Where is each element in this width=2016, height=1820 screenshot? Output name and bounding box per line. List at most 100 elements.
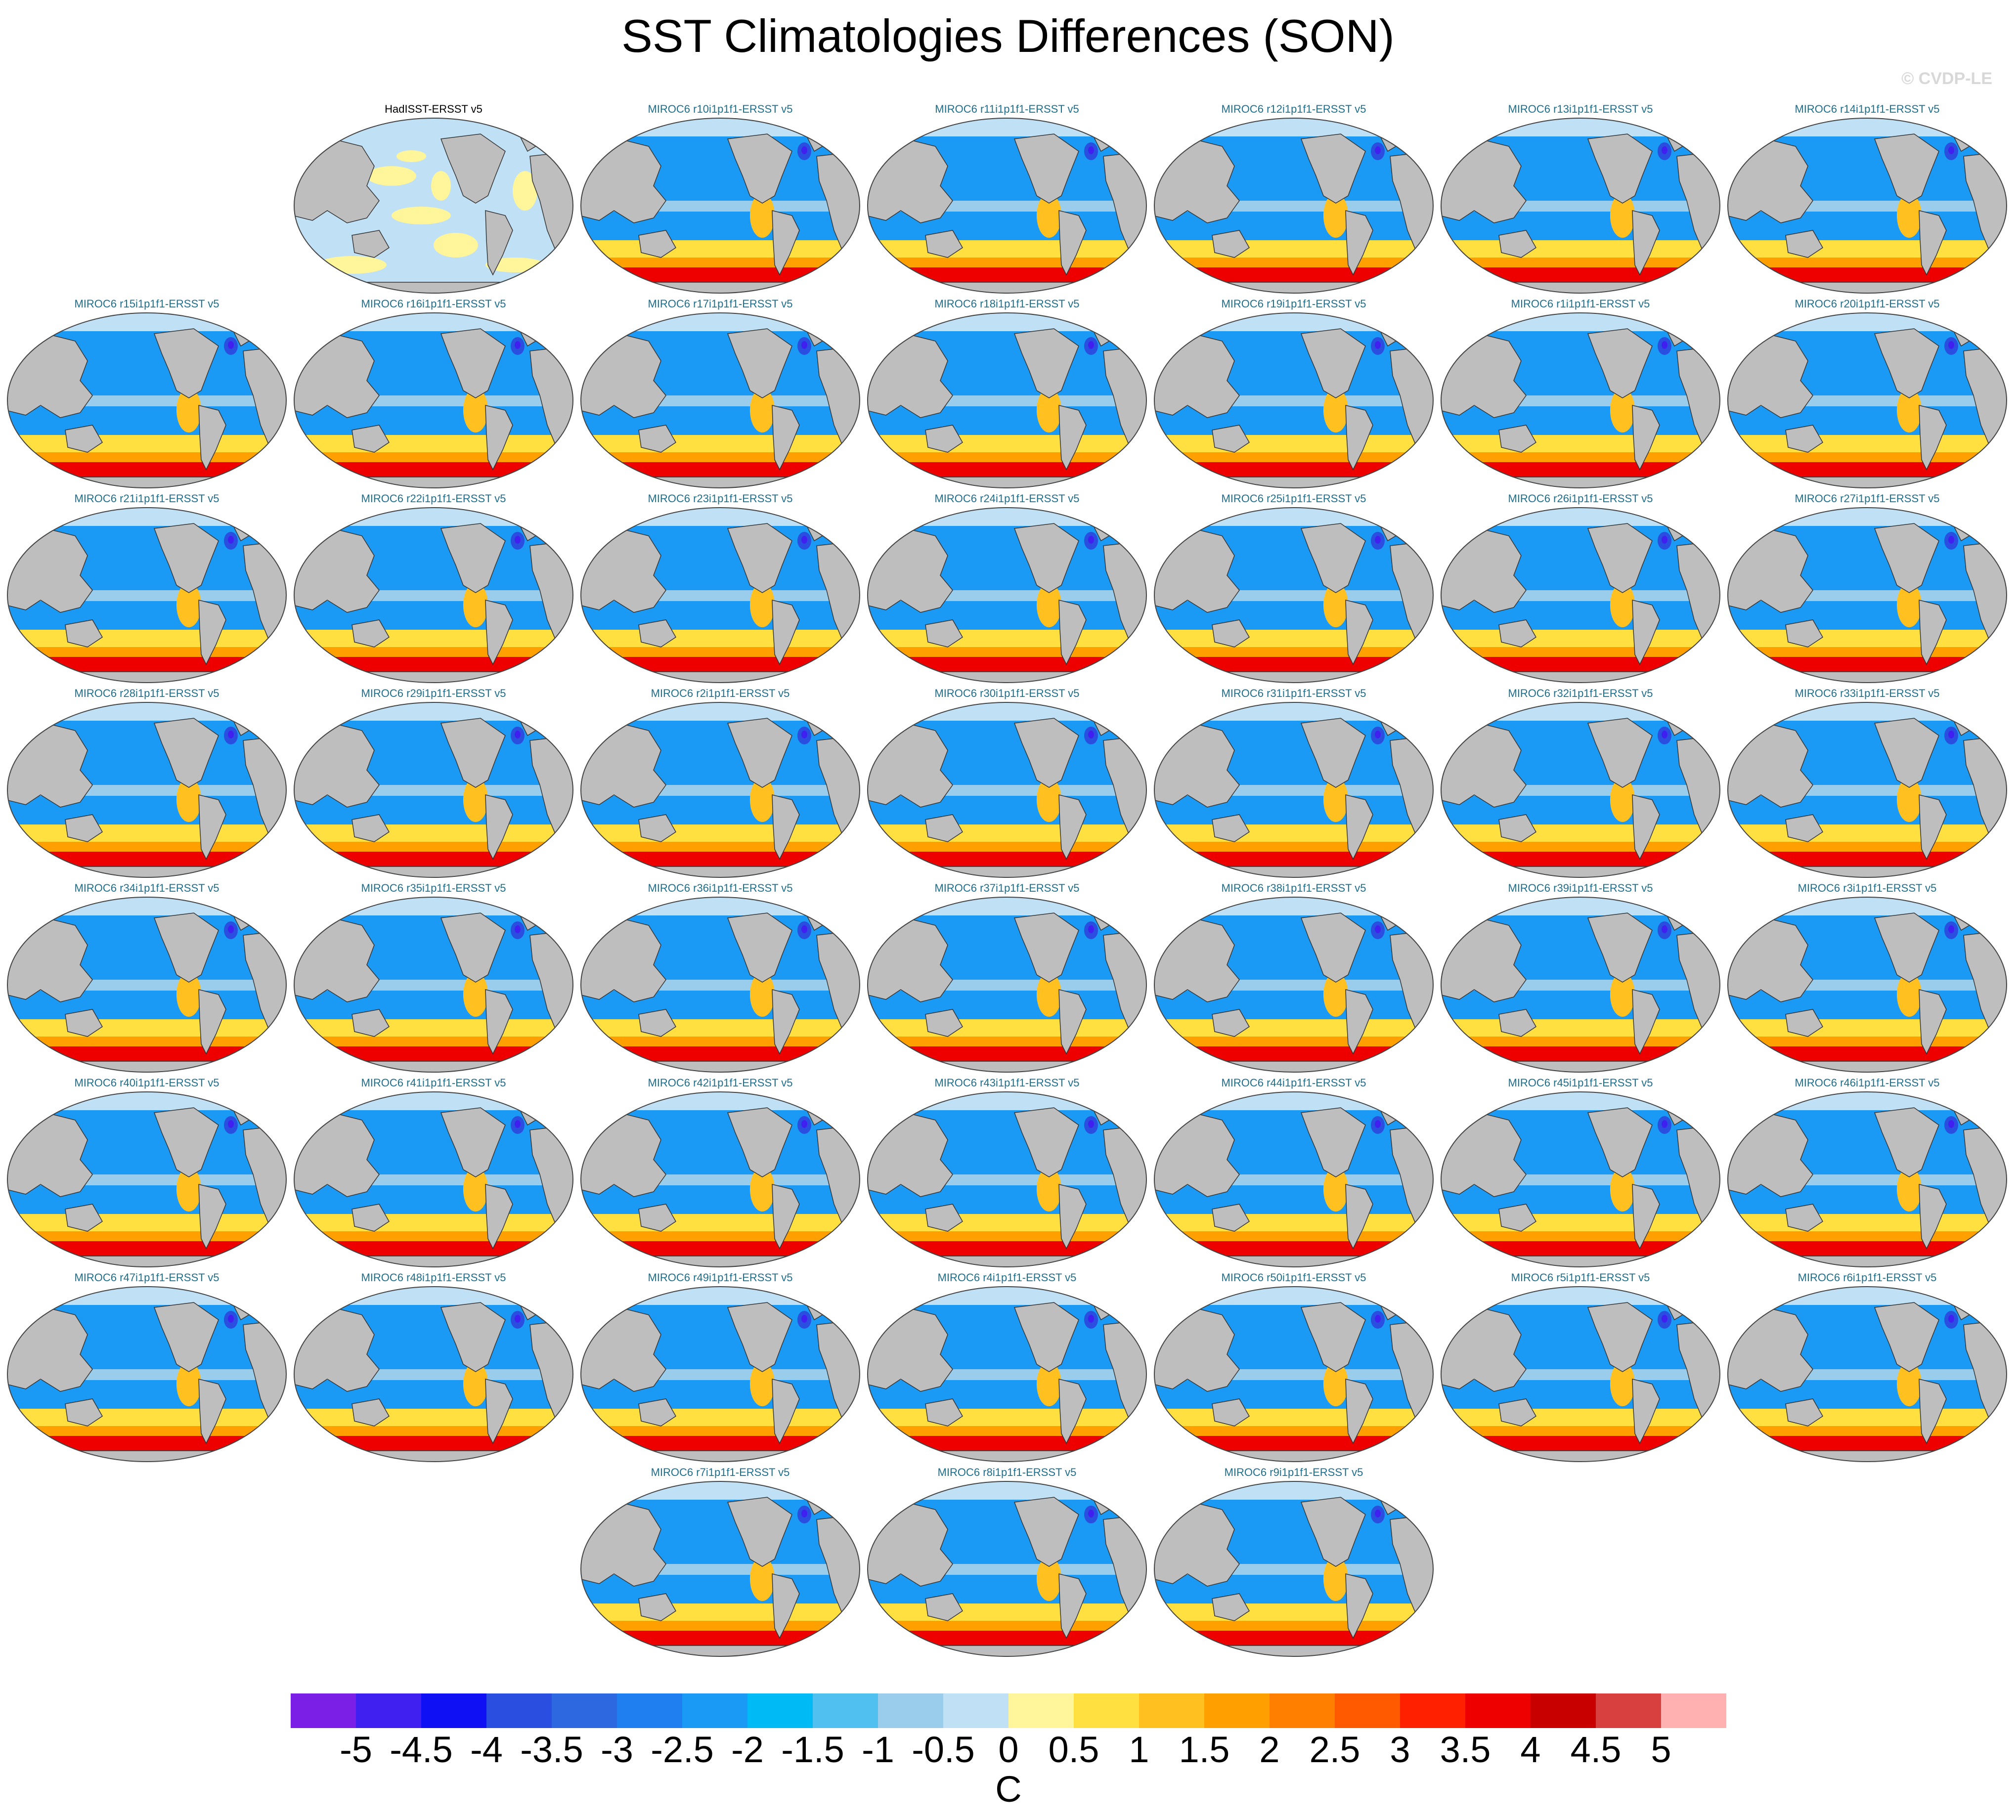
north-america-landmass [1013,523,1079,593]
land-mask [294,908,573,1072]
colorbar-swatch [813,1693,878,1728]
south-america-landmass [485,600,513,665]
map-panel: MIROC6 r2i1p1f1-ERSST v5 [579,687,861,880]
arctic-band [294,313,573,331]
africa-europe-landmass [816,540,860,655]
north-atlantic-core [801,731,807,738]
africa-europe-landmass [1103,735,1146,850]
globe-outline [1441,312,1720,488]
africa-europe-landmass [529,151,573,266]
southern-band-hotter [1154,1436,1433,1451]
north-atlantic-core [228,1120,234,1128]
south-america-landmass [198,794,226,860]
north-atlantic-core [1375,1315,1381,1323]
globe-outline [1727,118,2007,294]
panel-title: MIROC6 r3i1p1f1-ERSST v5 [1797,882,1937,894]
north-america-landmass [727,523,792,593]
north-america-landmass [153,718,219,788]
colorbar-swatch [291,1693,356,1728]
north-atlantic-core [1088,1510,1094,1517]
coastal-upwelling [1610,1362,1635,1406]
africa-europe-landmass [816,1125,860,1240]
panel-title: MIROC6 r39i1p1f1-ERSST v5 [1508,882,1653,894]
globe-outline [580,118,860,294]
sst-difference-map [1727,702,2007,878]
globe-outline [1441,1091,1720,1267]
southern-band-warm [294,1019,573,1039]
southern-band-hotter [581,1436,860,1451]
arctic-band [868,897,1146,915]
arctic-band [1728,897,2007,915]
sst-difference-map [867,897,1147,1073]
globe-outline [1727,507,2007,683]
australia-landmass [65,425,103,453]
arctic-band [1441,1287,1720,1305]
sst-difference-map [1727,118,2007,294]
southern-band-hotter [294,657,573,672]
southern-band-hotter [294,852,573,867]
arctic-band [7,313,286,331]
australia-landmass [351,1398,390,1427]
globe-outline [294,1286,573,1462]
colorbar-swatch [1661,1693,1726,1728]
land-mask [1441,1102,1720,1267]
africa-europe-landmass [1676,151,1720,266]
colorbar-swatch [1400,1693,1466,1728]
south-america-landmass [1058,1379,1087,1444]
southern-band-hotter [7,1046,286,1061]
south-america-landmass [772,600,800,665]
southern-band-hotter [1441,852,1720,867]
map-panel: MIROC6 r20i1p1f1-ERSST v5 [1726,298,2008,490]
africa-europe-landmass [816,735,860,850]
arctic-band [1728,1287,2007,1305]
colorbar-tick-label: -2.5 [651,1729,714,1770]
australia-landmass [1212,814,1250,842]
coastal-upwelling [1037,388,1061,433]
sst-difference-map [1154,312,1434,488]
globe-outline [867,118,1147,294]
southern-band-hotter [868,1046,1146,1061]
sst-difference-map [1154,1091,1434,1267]
africa-europe-landmass [1676,930,1720,1045]
africa-europe-landmass [243,1319,286,1434]
land-mask [868,323,1146,488]
southern-band-hotter [7,1241,286,1256]
north-america-landmass [1874,718,1939,788]
coastal-upwelling [176,583,201,627]
africa-europe-landmass [243,930,286,1045]
australia-landmass [1785,1398,1823,1427]
arctic-band [1154,508,1433,526]
map-panel: MIROC6 r11i1p1f1-ERSST v5 [866,103,1148,296]
sst-difference-map [1441,118,1720,294]
south-america-landmass [485,794,513,860]
southern-band-warm [7,1214,286,1234]
australia-landmass [1498,1398,1536,1427]
australia-landmass [1212,619,1250,648]
south-america-landmass [1632,989,1660,1055]
southern-band-hotter [1441,657,1720,672]
north-atlantic-core [1662,536,1667,544]
globe-outline [867,897,1147,1073]
globe-outline [7,1286,287,1462]
map-panel: HadISST-ERSST v5 [293,103,574,296]
colorbar-swatch [943,1693,1009,1728]
coastal-upwelling [463,1167,488,1212]
sst-difference-map [867,312,1147,488]
map-panel: MIROC6 r22i1p1f1-ERSST v5 [293,492,574,685]
sst-difference-map [1727,312,2007,488]
southern-band-hotter [1728,267,2007,282]
map-panel: MIROC6 r41i1p1f1-ERSST v5 [293,1077,574,1269]
arctic-band [581,897,860,915]
southern-band-hotter [1441,267,1720,282]
coastal-upwelling [1610,1167,1635,1212]
north-america-landmass [727,912,792,983]
southern-band-warm [581,1214,860,1234]
colorbar-swatch [878,1693,944,1728]
arctic-band [294,702,573,721]
colorbar-swatch [1204,1693,1270,1728]
southern-band-hotter [294,462,573,477]
north-atlantic-core [1662,731,1667,738]
southern-band-warm [1154,1603,1433,1623]
arctic-band [1441,702,1720,721]
north-atlantic-core [1088,341,1094,349]
